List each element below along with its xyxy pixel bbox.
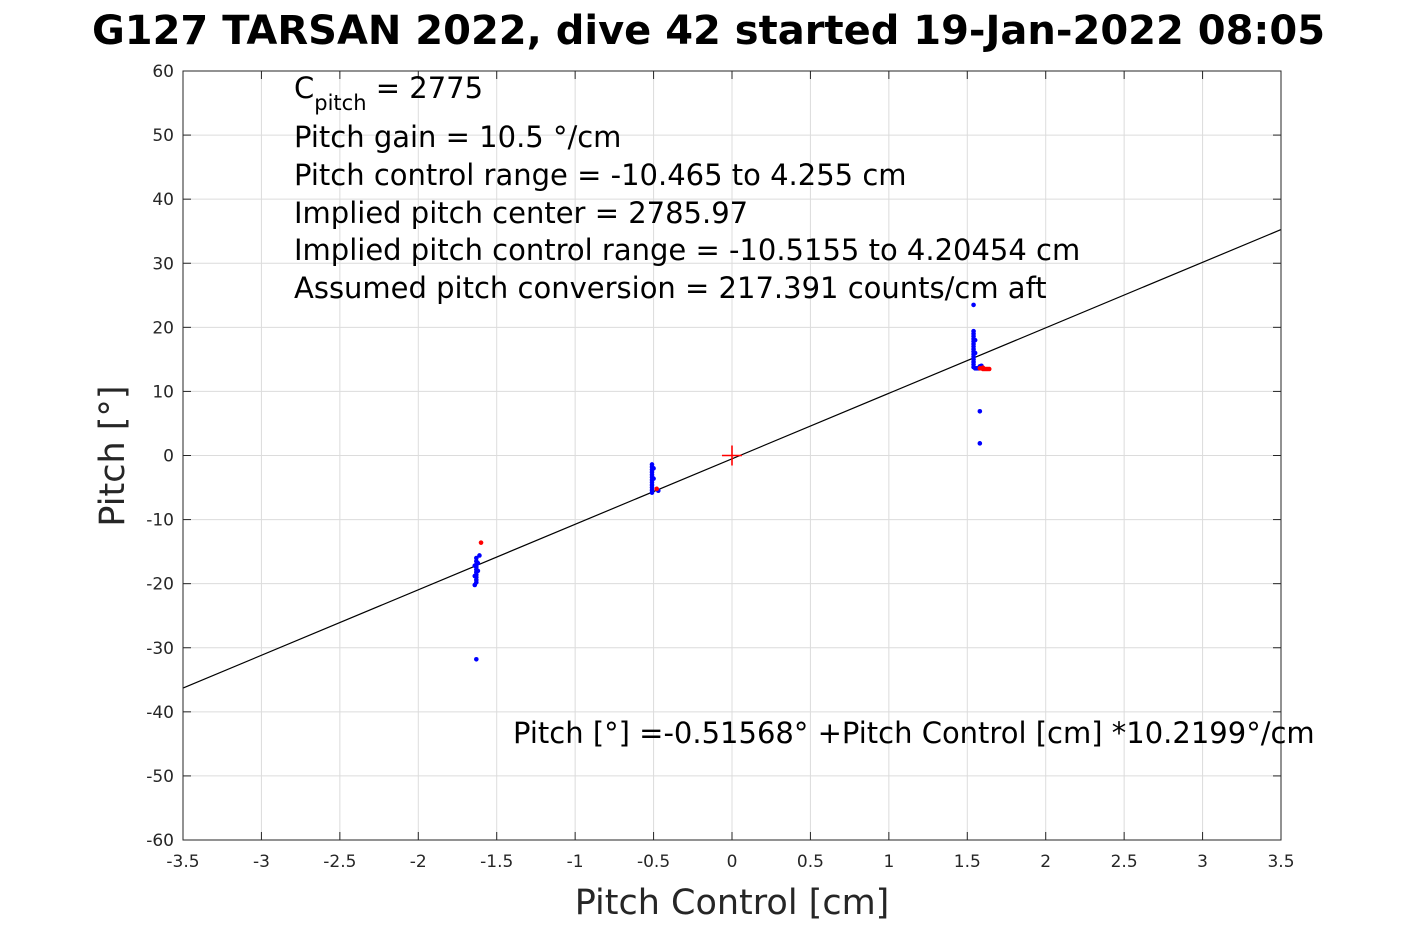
- x-tick-label: 1.5: [954, 852, 981, 872]
- y-tick-label: 60: [152, 62, 174, 82]
- data-point: [986, 366, 992, 372]
- x-tick-label: -3: [253, 852, 270, 872]
- y-tick-label: 40: [152, 190, 174, 210]
- x-axis-label: Pitch Control [cm]: [575, 883, 890, 923]
- data-point: [980, 365, 986, 371]
- y-tick-label: 50: [152, 126, 174, 146]
- data-point: [972, 337, 978, 343]
- y-tick-label: -60: [146, 831, 174, 851]
- y-tick-label: 20: [152, 318, 174, 338]
- y-axis-label: Pitch [°]: [93, 385, 133, 526]
- chart-title: G127 TARSAN 2022, dive 42 started 19-Jan…: [91, 8, 1326, 54]
- c-pitch-value: = 2775: [367, 71, 484, 105]
- data-point: [472, 582, 478, 588]
- data-point: [472, 573, 478, 579]
- data-point: [651, 466, 656, 471]
- ticks: -3.5 -3 -2.5 -2 -1.5 -1 -0.5 0 0.5 1 1.5 2 2.5 3 3.5 -6…: [146, 62, 1294, 872]
- x-tick-label: 0.5: [797, 852, 824, 872]
- data-point: [972, 350, 978, 356]
- y-tick-label: -10: [146, 511, 174, 531]
- y-tick-label: -30: [146, 639, 174, 659]
- y-tick-label: -40: [146, 703, 174, 723]
- x-tick-label: -1: [567, 852, 584, 872]
- data-point: [475, 560, 481, 566]
- x-tick-label: -2.5: [323, 852, 356, 872]
- data-point: [977, 408, 983, 414]
- data-point: [474, 656, 479, 662]
- x-tick-label: -0.5: [637, 852, 670, 872]
- annotation-line: Implied pitch center = 2785.97: [294, 196, 748, 230]
- annotation-line: Pitch control range = -10.465 to 4.255 c…: [294, 158, 907, 192]
- center-marker-group: [722, 445, 742, 466]
- x-tick-label: -3.5: [166, 852, 199, 872]
- annotation-c-pitch: Cpitch = 2775: [294, 71, 483, 115]
- data-point: [977, 441, 983, 446]
- data-point: [472, 563, 478, 569]
- data-point: [649, 490, 655, 495]
- annotation-line: Assumed pitch conversion = 217.391 count…: [294, 271, 1047, 305]
- x-tick-label: 0: [727, 852, 738, 872]
- data-point: [971, 302, 976, 308]
- data-point: [478, 540, 484, 545]
- annotation-line: Implied pitch control range = -10.5155 t…: [294, 233, 1080, 267]
- x-tick-label: 3.5: [1267, 852, 1294, 872]
- y-tick-label: 30: [152, 254, 174, 274]
- x-tick-label: 2.5: [1111, 852, 1138, 872]
- y-tick-label: 10: [152, 382, 174, 402]
- fit-equation-label: Pitch [°] =-0.51568° +Pitch Control [cm]…: [513, 716, 1315, 750]
- data-points: [472, 302, 992, 662]
- data-point: [477, 553, 482, 558]
- data-point: [654, 486, 660, 492]
- c-pitch-subscript: pitch: [314, 91, 366, 115]
- y-tick-label: -20: [146, 575, 174, 595]
- x-tick-label: 2: [1040, 852, 1051, 872]
- annotation-line: Pitch gain = 10.5 °/cm: [294, 120, 621, 154]
- x-tick-label: 1: [883, 852, 894, 872]
- c-pitch-main: C: [294, 71, 314, 105]
- data-point: [651, 476, 656, 481]
- y-tick-label: -50: [146, 767, 174, 787]
- x-tick-label: -2: [410, 852, 427, 872]
- data-point: [475, 568, 481, 574]
- x-tick-label: 3: [1197, 852, 1208, 872]
- data-point: [474, 555, 479, 561]
- x-tick-label: -1.5: [480, 852, 513, 872]
- y-tick-label: 0: [163, 447, 174, 467]
